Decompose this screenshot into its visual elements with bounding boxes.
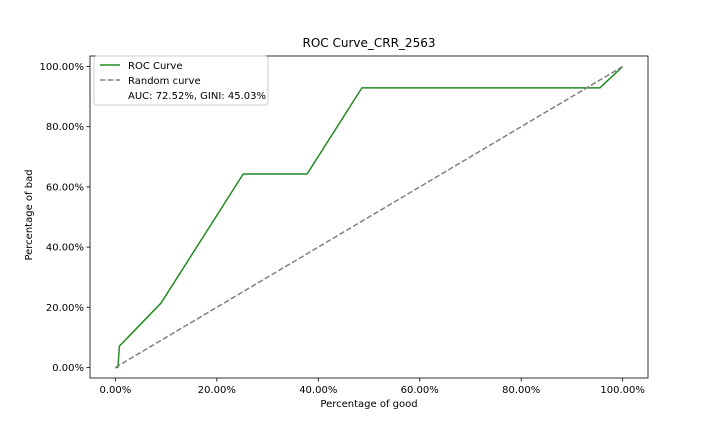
y-tick-label: 100.00% [40,62,85,73]
y-axis-label: Percentage of bad [24,169,35,260]
plot-frame [89,55,649,379]
plot-layer [114,65,624,369]
legend-roc-label: ROC Curve [128,61,182,72]
y-tick-label: 20.00% [46,303,84,314]
x-tick-label: 60.00% [401,385,439,396]
legend-frame [93,55,269,106]
roc-curve-line [115,65,624,369]
y-tick-label: 0.00% [52,363,84,374]
y-tick-label: 40.00% [46,243,84,254]
axes-layer: 0.00% 20.00% 40.00% 60.00% 80.00% 100.00% 0.00… [40,55,649,396]
x-tick-label: 40.00% [299,385,337,396]
x-tick-label: 100.00% [600,385,645,396]
legend-random-label: Random curve [128,76,201,87]
x-tick-label: 0.00% [99,385,131,396]
x-axis-label: Percentage of good [320,399,417,410]
legend: ROC Curve Random curve AUC: 72.52%, GINI… [93,55,269,106]
chart-title: ROC Curve_CRR_2563 [303,36,436,50]
y-tick-label: 80.00% [46,122,84,133]
x-tick-label: 80.00% [502,385,540,396]
x-tick-label: 20.00% [198,385,236,396]
y-tick-label: 60.00% [46,182,84,193]
random-curve-line [114,65,624,369]
legend-auc-gini-label: AUC: 72.52%, GINI: 45.03% [128,91,266,102]
